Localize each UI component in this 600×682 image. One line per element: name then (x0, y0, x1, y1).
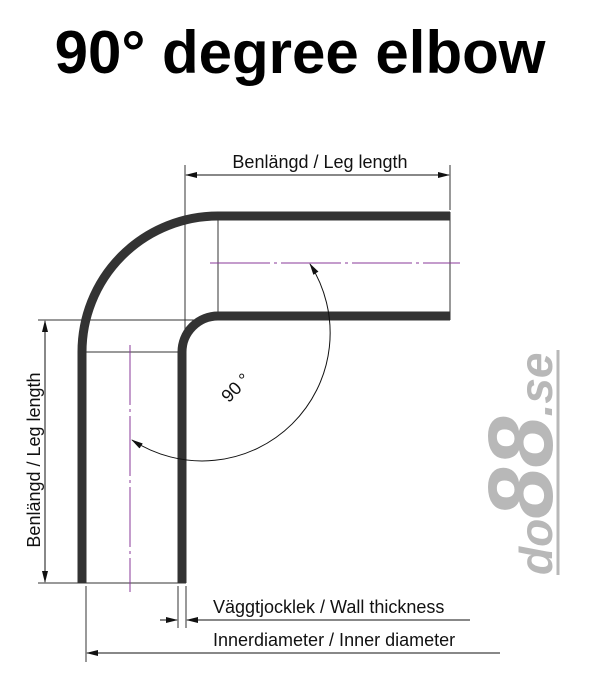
pipe-inner-wall (177, 311, 450, 583)
angle-label: 90 ° (217, 369, 254, 406)
pipe-elbow (77, 211, 450, 583)
wall-thickness-label: Väggtjocklek / Wall thickness (213, 597, 444, 617)
page-title: 90° degree elbow (54, 19, 546, 86)
do88-logo: do88.se (470, 350, 572, 575)
angle-arc (131, 263, 331, 462)
leg-length-top-label: Benlängd / Leg length (232, 152, 407, 172)
leg-length-side-label: Benlängd / Leg length (24, 372, 44, 547)
inner-diameter-label: Innerdiameter / Inner diameter (213, 630, 455, 650)
pipe-outer-wall (77, 211, 450, 583)
